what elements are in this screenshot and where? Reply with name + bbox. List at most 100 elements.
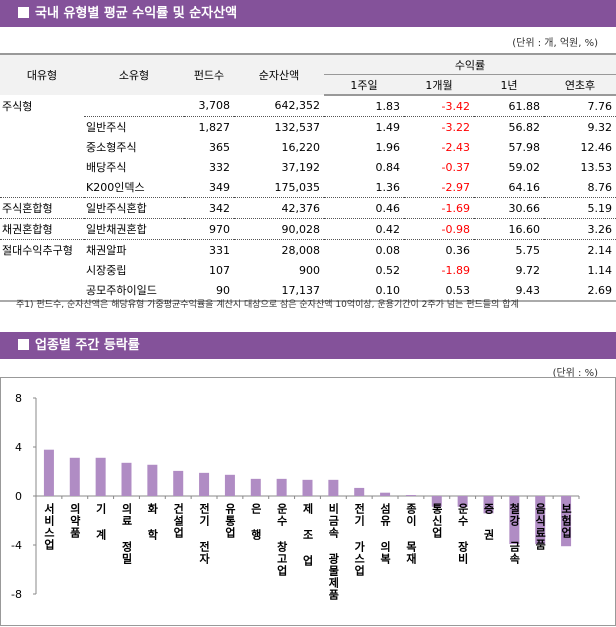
bar bbox=[121, 462, 132, 496]
cell-minor: 시장중립 bbox=[86, 264, 127, 277]
bar bbox=[147, 464, 158, 496]
cell-w1: 0.52 bbox=[375, 263, 401, 277]
unit-label: (단위 : 개, 억원, %) bbox=[512, 38, 598, 49]
cell-y1: 61.88 bbox=[508, 99, 541, 113]
cell-m1: -0.98 bbox=[404, 218, 474, 240]
cell-y1: 59.02 bbox=[508, 160, 541, 174]
cell-funds: 90 bbox=[184, 280, 234, 302]
bar bbox=[483, 496, 494, 514]
col-ytd: 연초후 bbox=[544, 74, 616, 96]
cell-major bbox=[0, 260, 84, 280]
cell-major: 절대수익추구형 bbox=[0, 239, 84, 260]
cell-y1: 5.75 bbox=[474, 239, 544, 260]
cell-ytd: 12.46 bbox=[580, 140, 613, 154]
cell-minor: 배당주식 bbox=[86, 161, 127, 174]
square-icon bbox=[18, 339, 29, 350]
cell-minor: 일반주식혼합 bbox=[84, 197, 184, 219]
cell-ytd: 8.76 bbox=[587, 180, 613, 194]
cell-assets: 90,028 bbox=[234, 218, 324, 240]
bar bbox=[302, 479, 313, 496]
col-minor: 소유형 bbox=[84, 53, 184, 95]
cell-major: 주식형 bbox=[2, 99, 33, 113]
cell-w1: 0.46 bbox=[324, 197, 404, 219]
cell-y1: 57.98 bbox=[508, 140, 541, 154]
y-tick-label: 4 bbox=[15, 441, 22, 454]
section-header-sector: 업종별 주간 등락률 bbox=[0, 332, 616, 359]
cell-ytd: 2.69 bbox=[544, 280, 616, 302]
cell-y1: 16.60 bbox=[474, 218, 544, 240]
chart-unit-label: (단위 : %) bbox=[552, 368, 598, 379]
cell-minor: 일반채권혼합 bbox=[84, 218, 184, 240]
cell-y1: 9.72 bbox=[515, 263, 541, 277]
table-row: 중소형주식 365 16,220 1.96 -2.43 57.98 12.46 bbox=[0, 137, 616, 157]
x-tick-label: 종이 목재 bbox=[404, 503, 417, 565]
cell-minor: K200인덱스 bbox=[86, 181, 145, 194]
cell-assets: 16,220 bbox=[281, 140, 321, 154]
section-title: 업종별 주간 등락률 bbox=[35, 338, 140, 353]
cell-minor bbox=[84, 95, 184, 117]
y-tick-label: 8 bbox=[15, 392, 22, 405]
bar bbox=[173, 470, 184, 496]
bar bbox=[431, 496, 442, 507]
cell-ytd: 7.76 bbox=[587, 99, 613, 113]
cell-assets: 900 bbox=[299, 263, 320, 277]
bar bbox=[224, 474, 235, 496]
cell-w1: 1.49 bbox=[324, 116, 404, 137]
cell-y1: 64.16 bbox=[508, 180, 541, 194]
cell-ytd: 3.26 bbox=[544, 218, 616, 240]
bar bbox=[276, 478, 287, 496]
x-tick-label: 의료 정밀 bbox=[120, 502, 133, 565]
cell-w1: 1.96 bbox=[375, 140, 401, 154]
table-row: 시장중립 107 900 0.52 -1.89 9.72 1.14 bbox=[0, 260, 616, 280]
x-tick-label: 은 행 bbox=[249, 503, 262, 541]
cell-w1: 0.42 bbox=[324, 218, 404, 240]
bar bbox=[95, 457, 106, 496]
bar bbox=[69, 457, 80, 496]
cell-assets: 37,192 bbox=[281, 160, 321, 174]
cell-assets: 42,376 bbox=[234, 197, 324, 219]
cell-major bbox=[0, 117, 84, 138]
cell-minor: 채권알파 bbox=[84, 239, 184, 260]
table-row: 주식혼합형 일반주식혼합 342 42,376 0.46 -1.69 30.66 5.19 bbox=[0, 197, 616, 219]
cell-m1: -1.89 bbox=[441, 263, 470, 277]
cell-w1: 0.08 bbox=[324, 239, 404, 260]
col-1w: 1주일 bbox=[324, 74, 404, 96]
bar bbox=[509, 496, 520, 545]
x-tick-label: 건설업 bbox=[172, 502, 185, 539]
sector-bar-chart: 8 4 0 -4 -8 서비스업 의약품 기 계 의료 정밀 화 학 건설업 전기 전자 유통업 은 행 운… bbox=[11, 392, 580, 601]
square-icon bbox=[18, 7, 29, 18]
cell-ytd: 5.19 bbox=[544, 197, 616, 219]
cell-ytd: 1.14 bbox=[587, 263, 613, 277]
cell-m1: -1.69 bbox=[404, 197, 474, 219]
col-funds: 펀드수 bbox=[184, 53, 234, 95]
x-tick-label: 증 권 bbox=[482, 503, 495, 541]
x-tick-label: 전기 가스업 bbox=[353, 502, 366, 577]
col-major: 대유형 bbox=[0, 53, 84, 95]
bar bbox=[380, 492, 391, 496]
table-row: K200인덱스 349 175,035 1.36 -2.97 64.16 8.76 bbox=[0, 177, 616, 198]
cell-funds: 332 bbox=[209, 160, 230, 174]
section-title: 국내 유형별 평균 수익률 및 순자산액 bbox=[35, 6, 238, 21]
cell-assets: 17,137 bbox=[234, 280, 324, 302]
cell-w1: 0.84 bbox=[375, 160, 401, 174]
table-row: 배당주식 332 37,192 0.84 -0.37 59.02 13.53 bbox=[0, 157, 616, 177]
col-1y: 1년 bbox=[474, 74, 544, 96]
cell-w1: 1.83 bbox=[375, 99, 401, 113]
section-header-fund-returns: 국내 유형별 평균 수익률 및 순자산액 bbox=[0, 0, 616, 27]
cell-y1: 30.66 bbox=[474, 197, 544, 219]
x-tick-label: 운수 창고업 bbox=[275, 503, 288, 577]
x-tick-label: 제 조 업 bbox=[301, 502, 314, 567]
x-tick-label: 유통업 bbox=[223, 503, 236, 539]
cell-funds: 970 bbox=[184, 218, 234, 240]
x-tick-label: 기 계 bbox=[94, 502, 107, 541]
table-row: 주식형 3,708 642,352 1.83 -3.42 61.88 7.76 bbox=[0, 95, 616, 117]
x-tick-label: 통신업 bbox=[430, 503, 443, 539]
bar bbox=[199, 472, 210, 496]
x-tick-label: 섬유 의복 bbox=[379, 502, 392, 565]
cell-m1: -0.37 bbox=[441, 160, 470, 174]
cell-y1: 56.82 bbox=[474, 116, 544, 137]
cell-ytd: 9.32 bbox=[544, 116, 616, 137]
cell-funds: 342 bbox=[184, 197, 234, 219]
bar bbox=[457, 496, 468, 507]
